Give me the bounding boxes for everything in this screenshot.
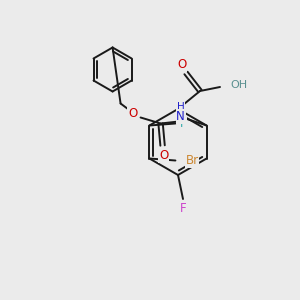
Text: F: F xyxy=(180,117,187,130)
Text: F: F xyxy=(180,202,186,214)
Text: H: H xyxy=(177,103,184,112)
Text: O: O xyxy=(177,58,187,71)
Text: Br: Br xyxy=(185,154,199,167)
Text: OH: OH xyxy=(230,80,247,90)
Text: N: N xyxy=(176,110,185,123)
Text: O: O xyxy=(159,149,168,162)
Text: O: O xyxy=(128,107,137,120)
